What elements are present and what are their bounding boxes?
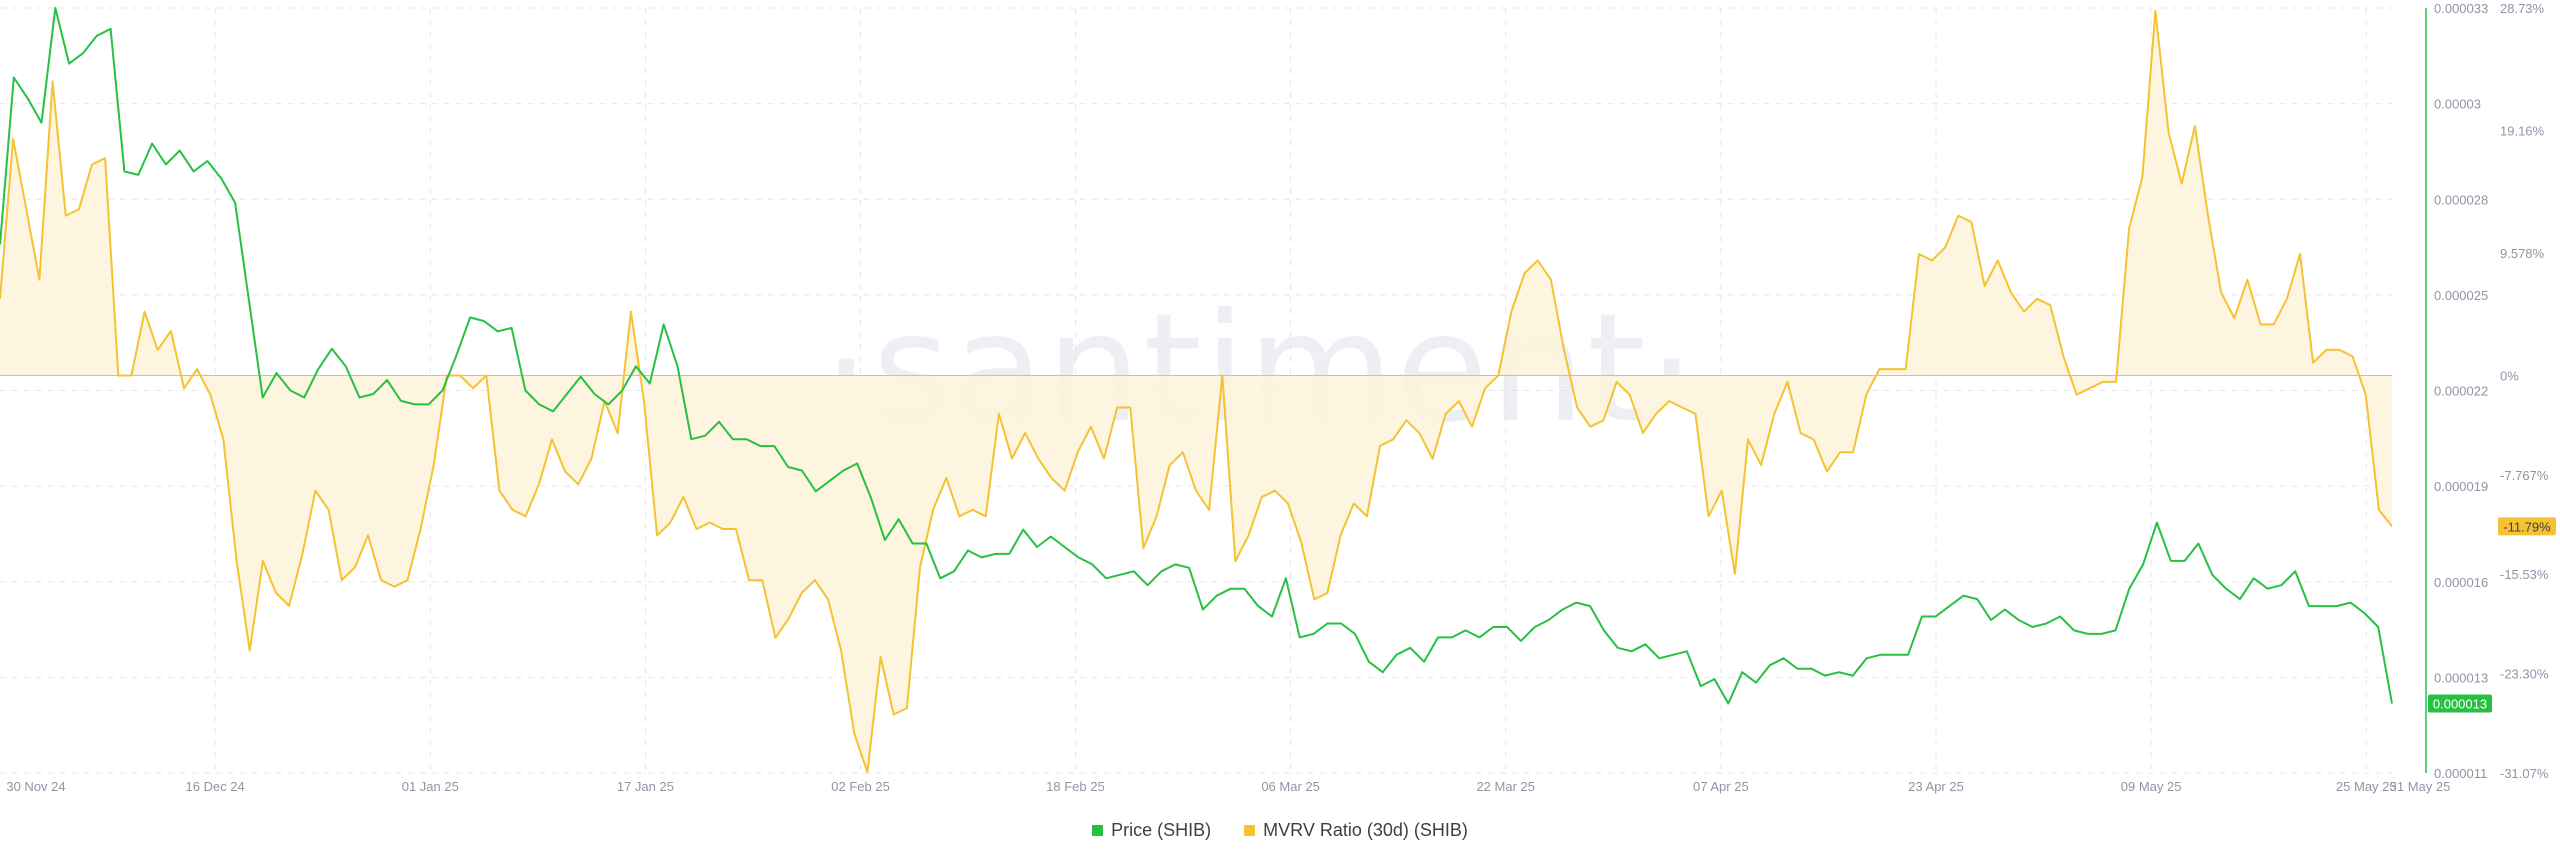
- mvrv-last-value-label: -11.79%: [2503, 519, 2551, 534]
- x-tick-label: 06 Mar 25: [1261, 779, 1320, 794]
- mvrv-last-value-badge: [2498, 517, 2556, 536]
- mvrv-tick-label: -23.30%: [2500, 667, 2549, 682]
- x-axis-ticks: 30 Nov 24 16 Dec 24 01 Jan 25 17 Jan 25 02 F…: [6, 779, 2450, 794]
- x-tick-label: 01 Jan 25: [402, 779, 459, 794]
- price-tick-label: 0.000016: [2434, 575, 2488, 590]
- mvrv-tick-label: -15.53%: [2500, 567, 2549, 582]
- price-last-value-badge: [2428, 694, 2492, 713]
- price-tick-label: 0.00003: [2434, 97, 2481, 112]
- x-tick-label: 07 Apr 25: [1693, 779, 1749, 794]
- legend-label-mvrv: MVRV Ratio (30d) (SHIB): [1263, 820, 1468, 840]
- price-tick-label: 0.000025: [2434, 288, 2488, 303]
- mvrv-axis-ticks: 28.73% 19.16% 9.578% 0% -7.767% -15.53% -23.30…: [2500, 1, 2549, 781]
- x-tick-label: 30 Nov 24: [6, 779, 65, 794]
- price-tick-label: 0.000019: [2434, 479, 2488, 494]
- mvrv-tick-label: 0%: [2500, 369, 2519, 384]
- x-tick-label: 09 May 25: [2121, 779, 2182, 794]
- price-line: [0, 7, 2393, 705]
- legend-item-price[interactable]: Price (SHIB): [1092, 820, 1211, 841]
- price-tick-label: 0.000013: [2434, 670, 2488, 685]
- x-tick-label: 18 Feb 25: [1046, 779, 1105, 794]
- price-tick-label: 0.000028: [2434, 192, 2488, 207]
- x-tick-label: 02 Feb 25: [831, 779, 890, 794]
- x-tick-label: 16 Dec 24: [186, 779, 245, 794]
- price-axis-ticks: 0.000033 0.00003 0.000028 0.000025 0.000022 0…: [2434, 1, 2488, 781]
- mvrv-tick-label: -31.07%: [2500, 766, 2549, 781]
- chart-area: ·santiment· 0.0000330.000030.0000280.000…: [0, 1, 2556, 794]
- mvrv-tick-label: 28.73%: [2500, 1, 2545, 16]
- x-tick-label: 17 Jan 25: [617, 779, 674, 794]
- legend-label-price: Price (SHIB): [1111, 820, 1212, 840]
- legend-item-mvrv[interactable]: MVRV Ratio (30d) (SHIB): [1244, 820, 1468, 841]
- last-value-badges: -11.79% 0.000013: [2428, 517, 2556, 713]
- x-tick-label: 31 May 25: [2390, 779, 2451, 794]
- price-tick-label: 0.000011: [2434, 766, 2487, 781]
- price-tick-label: 0.000033: [2434, 1, 2488, 16]
- legend: Price (SHIB) MVRV Ratio (30d) (SHIB): [0, 820, 2560, 841]
- series-group: [0, 7, 2393, 774]
- x-tick-label: 22 Mar 25: [1476, 779, 1535, 794]
- price-tick-label: 0.000022: [2434, 384, 2488, 399]
- x-tick-label: 23 Apr 25: [1908, 779, 1964, 794]
- price-swatch-icon: [1092, 825, 1104, 836]
- mvrv-tick-label: 9.578%: [2500, 246, 2545, 261]
- mvrv-tick-label: -7.767%: [2500, 468, 2549, 483]
- mvrv-tick-label: 19.16%: [2500, 123, 2545, 138]
- price-last-value-label: 0.000013: [2433, 696, 2487, 711]
- x-tick-label: 25 May 25: [2336, 779, 2397, 794]
- mvrv-area: [0, 10, 2392, 773]
- mvrv-line: [0, 9, 2393, 774]
- mvrv-swatch-icon: [1244, 825, 1256, 836]
